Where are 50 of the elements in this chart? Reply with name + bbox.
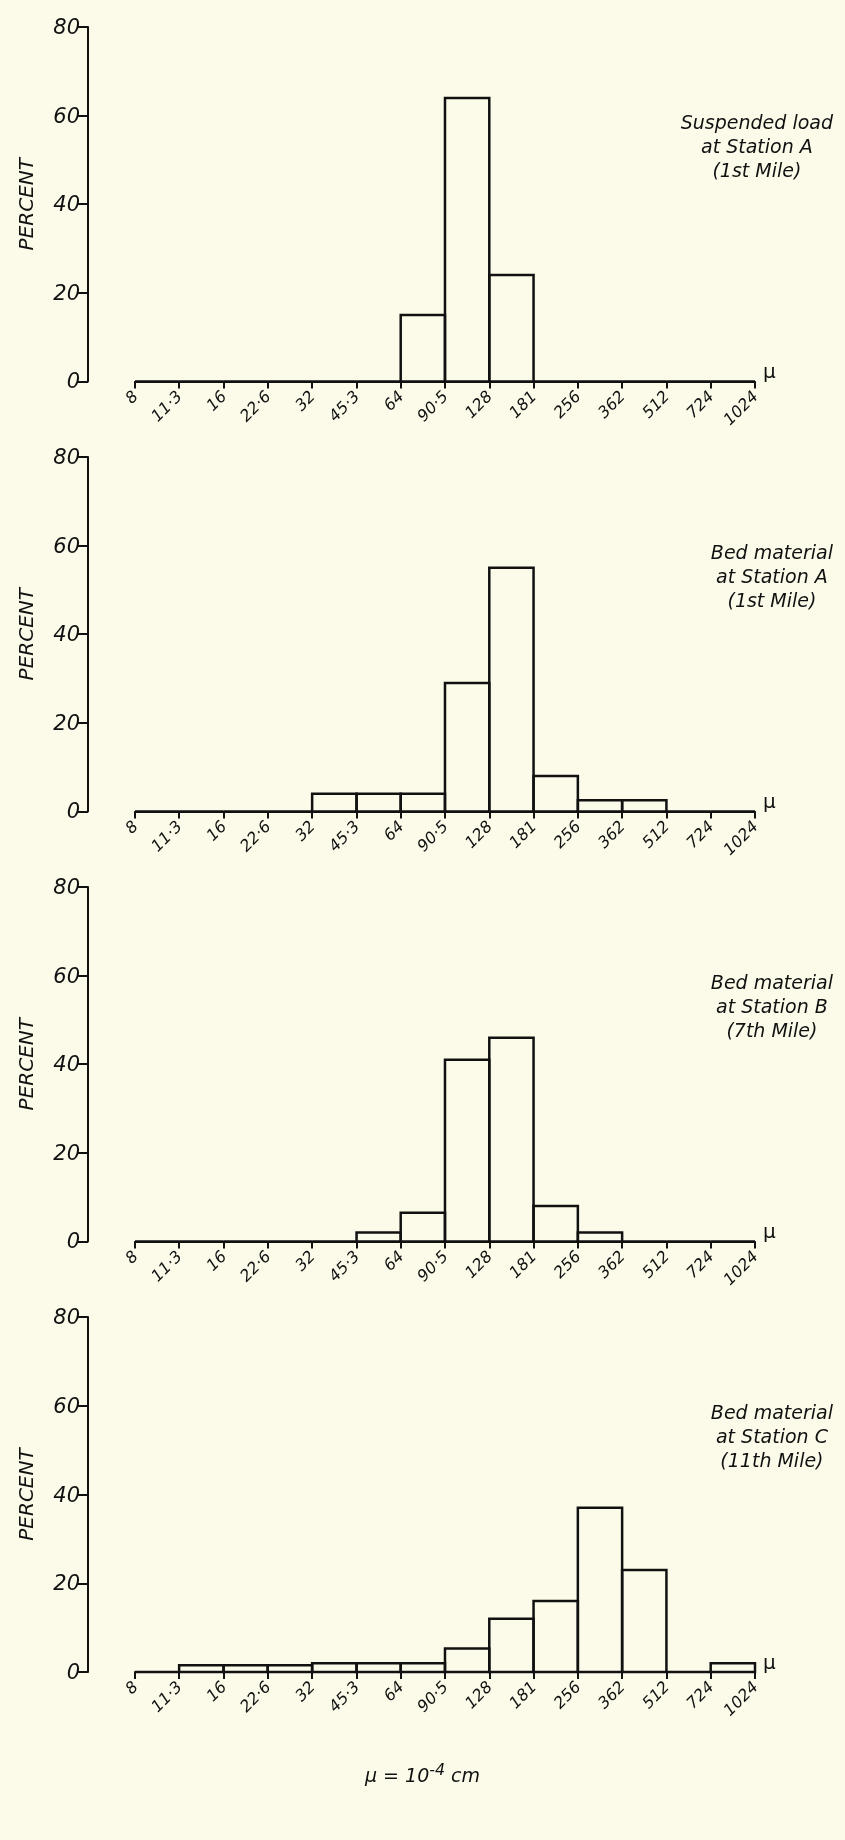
y-tick-label: 0 bbox=[66, 1660, 80, 1684]
x-tick-label: 64 bbox=[379, 1677, 408, 1706]
x-tick-label: 32 bbox=[291, 816, 319, 845]
x-tick-label: 64 bbox=[379, 386, 408, 415]
x-tick-label: 16 bbox=[202, 1677, 231, 1706]
x-tick-label: 8 bbox=[121, 816, 142, 838]
y-tick-label: 40 bbox=[53, 1052, 80, 1077]
x-tick-label: 32 bbox=[291, 1677, 319, 1706]
y-tick-label: 0 bbox=[66, 369, 80, 394]
y-tick-label: 80 bbox=[53, 1305, 80, 1329]
y-tick-label: 40 bbox=[53, 1482, 80, 1507]
x-axis-title: μ bbox=[763, 359, 776, 384]
y-tick-label: 60 bbox=[53, 963, 80, 988]
y-tick-label: 60 bbox=[53, 533, 80, 558]
y-axis-title: PERCENT bbox=[14, 1446, 38, 1541]
x-tick-label: 16 bbox=[202, 816, 231, 845]
y-tick-label: 80 bbox=[53, 15, 80, 39]
x-tick-label: 16 bbox=[202, 1246, 231, 1275]
x-tick-label: 8 bbox=[121, 386, 142, 408]
x-axis-title: μ bbox=[763, 789, 776, 814]
annotation: Bed material at Station C (11th Mile) bbox=[710, 1401, 834, 1471]
y-tick-label: 80 bbox=[53, 875, 80, 899]
annotation: Bed material at Station B (7th Mile) bbox=[710, 971, 834, 1041]
annotation: Suspended load at Station A (1st Mile) bbox=[680, 111, 834, 181]
x-tick-label: 8 bbox=[121, 1677, 142, 1698]
x-tick-label: 181 bbox=[505, 1677, 541, 1713]
y-tick-label: 40 bbox=[53, 622, 80, 647]
y-tick-label: 20 bbox=[53, 280, 80, 305]
y-tick-label: 60 bbox=[53, 1393, 80, 1418]
y-axis-title: PERCENT bbox=[14, 1016, 38, 1111]
y-axis-title: PERCENT bbox=[14, 586, 38, 681]
y-tick-label: 0 bbox=[66, 799, 80, 824]
x-tick-label: 64 bbox=[379, 816, 408, 845]
y-axis-title: PERCENT bbox=[14, 156, 38, 251]
x-tick-label: 16 bbox=[202, 386, 231, 415]
x-axis-title: μ bbox=[763, 1650, 776, 1674]
annotation: Bed material at Station A (1st Mile) bbox=[710, 541, 834, 611]
x-tick-label: 8 bbox=[121, 1246, 142, 1268]
x-tick-label: 64 bbox=[379, 1246, 408, 1275]
x-tick-label: 32 bbox=[291, 386, 319, 415]
x-axis-title: μ bbox=[763, 1219, 776, 1244]
y-tick-label: 40 bbox=[53, 192, 80, 217]
y-tick-label: 80 bbox=[53, 445, 80, 469]
y-tick-label: 20 bbox=[53, 710, 80, 735]
y-tick-label: 0 bbox=[66, 1229, 80, 1254]
y-tick-label: 60 bbox=[53, 103, 80, 128]
text: μ = 10$^{-4}$ cm bbox=[363, 1760, 482, 1787]
y-tick-label: 20 bbox=[53, 1140, 80, 1165]
y-tick-label: 20 bbox=[53, 1571, 80, 1596]
x-tick-label: 32 bbox=[291, 1246, 319, 1275]
